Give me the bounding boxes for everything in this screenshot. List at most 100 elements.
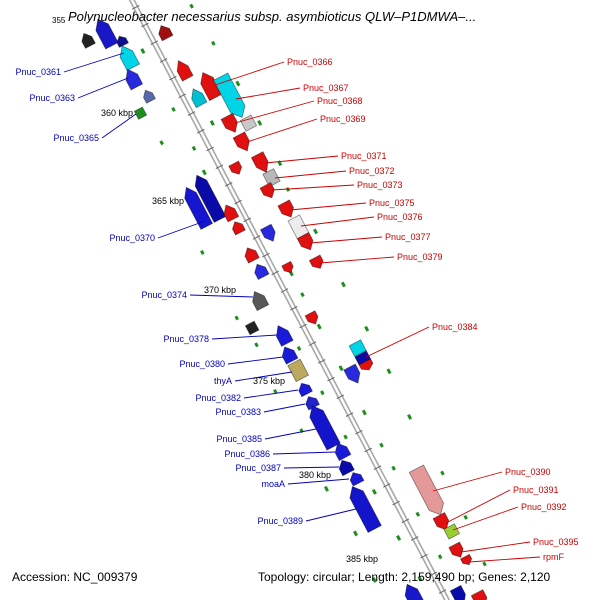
gene-arrow[interactable]: [262, 168, 281, 188]
gene-label[interactable]: Pnuc_0395: [533, 537, 579, 547]
backbone-tick: [429, 571, 438, 577]
gene-label[interactable]: rpmF: [543, 552, 564, 562]
gene-arrow[interactable]: [348, 339, 367, 358]
gene-arrow[interactable]: [449, 584, 466, 600]
gene-arrow[interactable]: [158, 25, 174, 42]
gene-arrow[interactable]: [308, 254, 324, 269]
gene-arrow[interactable]: [404, 583, 426, 600]
gene-label[interactable]: Pnuc_0382: [195, 393, 241, 403]
minor-feature-tick: [316, 323, 322, 330]
gene-label[interactable]: Pnuc_0369: [320, 114, 366, 124]
gene-label[interactable]: Pnuc_0392: [521, 502, 567, 512]
gene-arrow[interactable]: [244, 247, 260, 264]
gene-label[interactable]: Pnuc_0361: [15, 67, 61, 77]
gene-label[interactable]: Pnuc_0370: [109, 233, 155, 243]
gene-arrow[interactable]: [119, 45, 141, 72]
gene-label[interactable]: Pnuc_0363: [29, 93, 75, 103]
gene-arrow[interactable]: [287, 358, 310, 383]
gene-arrow[interactable]: [358, 358, 374, 371]
gene-arrow[interactable]: [125, 68, 144, 91]
gene-arrow[interactable]: [232, 131, 250, 152]
gene-arrow[interactable]: [309, 405, 341, 451]
gene-arrow[interactable]: [277, 199, 294, 218]
gene-arrow[interactable]: [200, 72, 223, 102]
gene-arrow[interactable]: [470, 589, 488, 600]
backbone-tick: [197, 128, 205, 134]
gene-arrow[interactable]: [343, 363, 361, 384]
gene-label[interactable]: Pnuc_0365: [53, 133, 99, 143]
gene-arrow[interactable]: [349, 485, 382, 534]
gene-arrow[interactable]: [220, 112, 238, 133]
leader-line: [289, 202, 367, 211]
gene-label[interactable]: Pnuc_0375: [369, 198, 415, 208]
gene-label[interactable]: Pnuc_0384: [432, 322, 478, 332]
gene-arrow[interactable]: [244, 320, 260, 336]
gene-label[interactable]: thyA: [214, 376, 232, 386]
scale-marker-label: 360 kbp: [101, 108, 133, 118]
gene-arrow[interactable]: [459, 553, 473, 566]
gene-label[interactable]: moaA: [261, 479, 285, 489]
gene-arrow[interactable]: [276, 324, 294, 347]
gene-label[interactable]: Pnuc_0379: [397, 252, 443, 262]
gene-label[interactable]: Pnuc_0386: [224, 449, 270, 459]
gene-arrow[interactable]: [304, 310, 319, 325]
gene-label[interactable]: Pnuc_0368: [317, 96, 363, 106]
gene-arrow[interactable]: [116, 35, 129, 48]
gene-arrow[interactable]: [259, 223, 276, 242]
gene-label[interactable]: Pnuc_0380: [179, 359, 225, 369]
gene-arrow[interactable]: [228, 160, 243, 175]
gene-arrow[interactable]: [408, 464, 444, 516]
gene-arrow[interactable]: [259, 182, 275, 199]
gene-arrow[interactable]: [194, 174, 227, 223]
gene-arrow[interactable]: [176, 59, 194, 82]
gene-label[interactable]: Pnuc_0387: [235, 463, 281, 473]
gene-label[interactable]: Pnuc_0371: [341, 151, 387, 161]
gene-label[interactable]: Pnuc_0390: [505, 467, 551, 477]
gene-arrow[interactable]: [254, 263, 270, 281]
gene-label[interactable]: Pnuc_0377: [385, 232, 431, 242]
gene-label[interactable]: Pnuc_0383: [215, 407, 261, 417]
gene-arrow[interactable]: [281, 260, 294, 274]
gene-arrow[interactable]: [95, 18, 119, 50]
gene-arrow[interactable]: [252, 291, 270, 312]
gene-label[interactable]: Pnuc_0374: [141, 290, 187, 300]
gene-arrow[interactable]: [191, 88, 208, 109]
gene-arrow[interactable]: [334, 442, 352, 462]
gene-arrow[interactable]: [239, 114, 258, 132]
gene-arrow[interactable]: [305, 396, 320, 411]
gene-label[interactable]: Pnuc_0391: [513, 485, 559, 495]
gene-arrow[interactable]: [443, 523, 461, 540]
gene-label[interactable]: Pnuc_0385: [216, 434, 262, 444]
gene-arrow[interactable]: [349, 472, 365, 487]
gene-label[interactable]: Pnuc_0366: [287, 57, 333, 67]
gene-arrow[interactable]: [250, 151, 269, 174]
gene-arrow[interactable]: [133, 106, 148, 120]
gene-arrow[interactable]: [232, 221, 246, 236]
gene-arrow[interactable]: [296, 232, 314, 251]
gene-label[interactable]: Pnuc_0372: [349, 166, 395, 176]
gene-label[interactable]: Pnuc_0378: [163, 334, 209, 344]
leader-line: [274, 170, 347, 179]
gene-label[interactable]: Pnuc_0373: [357, 180, 403, 190]
leader-line: [432, 471, 503, 492]
gene-label[interactable]: Pnuc_0376: [377, 212, 423, 222]
gene-label[interactable]: Pnuc_0367: [303, 83, 349, 93]
gene-arrow[interactable]: [432, 512, 450, 531]
backbone-tick: [215, 164, 224, 169]
gene-arrow[interactable]: [143, 89, 156, 104]
backbone-tick: [243, 217, 252, 223]
leader-line: [468, 556, 541, 563]
gene-arrow[interactable]: [81, 32, 96, 49]
leader-line: [452, 506, 519, 531]
gene-arrow[interactable]: [298, 382, 313, 398]
gene-arrow[interactable]: [213, 72, 246, 118]
gene-arrow[interactable]: [184, 186, 214, 230]
minor-feature-tick: [235, 80, 241, 87]
gene-arrow[interactable]: [223, 204, 240, 223]
gene-arrow[interactable]: [281, 346, 299, 365]
gene-arrow[interactable]: [338, 459, 355, 477]
gene-label[interactable]: Pnuc_0389: [257, 516, 303, 526]
minor-feature-tick: [338, 365, 344, 372]
gene-arrow[interactable]: [448, 541, 464, 558]
minor-feature-tick: [254, 342, 259, 348]
